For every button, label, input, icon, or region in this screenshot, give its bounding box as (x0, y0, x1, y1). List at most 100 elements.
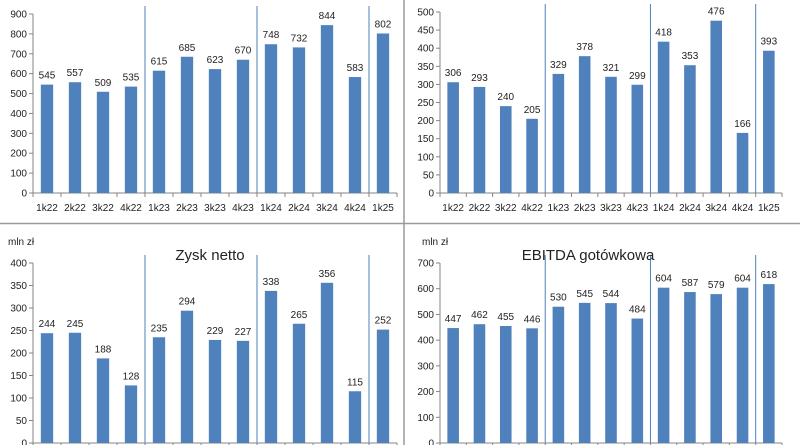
bar (348, 77, 362, 193)
category-label: 2k23 (176, 203, 198, 214)
bar (499, 106, 512, 193)
category-label: 1k24 (653, 203, 675, 214)
data-label: 732 (291, 33, 308, 44)
bar (552, 73, 565, 193)
chart-bottom-left: 0501001502002503003504002441k222452k2218… (8, 237, 398, 445)
bar (96, 91, 110, 193)
data-label: 188 (95, 344, 112, 355)
y-tick-label: 300 (417, 80, 434, 91)
data-label: 229 (207, 326, 224, 337)
data-label: 544 (603, 289, 620, 300)
category-label: 2k24 (679, 203, 701, 214)
data-label: 321 (603, 63, 620, 74)
y-tick-label: 200 (417, 387, 434, 398)
data-label: 128 (123, 371, 140, 382)
data-label: 670 (235, 46, 252, 57)
data-label: 484 (629, 305, 646, 316)
data-label: 623 (207, 55, 224, 66)
data-label: 245 (67, 319, 84, 330)
y-tick-label: 100 (10, 394, 27, 405)
bar (552, 306, 565, 443)
bar (631, 318, 644, 443)
data-label: 338 (263, 277, 280, 288)
chart-title: EBITDA gotówkowa (522, 247, 655, 264)
data-label: 378 (576, 42, 593, 53)
data-label: 530 (550, 293, 567, 304)
data-label: 748 (263, 30, 280, 41)
data-label: 476 (708, 7, 725, 18)
bar (40, 333, 54, 443)
data-label: 587 (682, 278, 699, 289)
data-label: 685 (179, 43, 196, 54)
y-tick-label: 300 (10, 304, 27, 315)
y-tick-label: 100 (417, 152, 434, 163)
y-tick-label: 600 (10, 69, 27, 80)
unit-label: mln zł (8, 237, 35, 248)
bar (526, 328, 538, 443)
bar (447, 328, 459, 443)
chart-bottom-right: 01002003004005006007004471k224622k224553… (417, 237, 783, 445)
bar (763, 284, 775, 443)
bar (736, 132, 749, 193)
bar (605, 303, 617, 443)
bar (710, 20, 723, 193)
bar (124, 86, 138, 193)
bar (348, 391, 362, 443)
data-label: 509 (95, 78, 112, 89)
y-tick-label: 500 (417, 8, 434, 19)
bar (447, 82, 459, 193)
category-label: 1k25 (372, 203, 394, 214)
bar (40, 84, 54, 193)
bar (292, 323, 306, 443)
category-label: 2k24 (288, 203, 310, 214)
data-label: 583 (347, 63, 364, 74)
y-tick-label: 350 (417, 62, 434, 73)
category-label: 4k22 (521, 203, 543, 214)
data-label: 115 (347, 377, 363, 388)
y-tick-label: 800 (10, 29, 27, 40)
data-label: 293 (471, 73, 488, 84)
bar (208, 69, 222, 193)
data-label: 446 (524, 314, 541, 325)
chart-top-left: 0 100 200 300 400 500 600 700 800 900 545 1k22 557 2k… (10, 6, 398, 214)
bar (320, 25, 334, 194)
data-label: 252 (375, 316, 392, 327)
y-tick-label: 0 (428, 439, 434, 445)
bar (526, 118, 538, 193)
unit-label: mln zł (422, 237, 449, 248)
bar (152, 70, 166, 193)
bar (208, 339, 222, 443)
category-label: 3k23 (600, 203, 622, 214)
y-tick-label: 300 (10, 129, 27, 140)
y-tick-label: 700 (10, 49, 27, 60)
bar (96, 358, 110, 443)
bar (473, 86, 486, 193)
category-label: 4k23 (232, 203, 254, 214)
bar (180, 310, 194, 443)
data-label: 447 (445, 314, 462, 325)
y-tick-label: 500 (417, 310, 434, 321)
data-label: 462 (471, 310, 488, 321)
category-label: 2k22 (64, 203, 86, 214)
bar (578, 302, 591, 443)
category-label: 3k24 (316, 203, 338, 214)
bar (763, 50, 775, 193)
category-label: 2k22 (469, 203, 491, 214)
bar (605, 76, 617, 193)
data-label: 802 (375, 19, 392, 30)
bar (499, 326, 512, 443)
bar (68, 332, 82, 443)
category-label: 1k24 (260, 203, 282, 214)
data-label: 545 (576, 289, 593, 300)
y-tick-label: 900 (10, 10, 27, 21)
y-tick-label: 600 (417, 284, 434, 295)
bar (68, 82, 82, 193)
data-label: 618 (761, 270, 778, 281)
bar (124, 385, 138, 443)
category-label: 4k24 (732, 203, 754, 214)
data-label: 329 (550, 60, 567, 71)
y-tick-label: 400 (10, 259, 27, 270)
data-label: 535 (123, 73, 140, 84)
bar (684, 292, 696, 443)
